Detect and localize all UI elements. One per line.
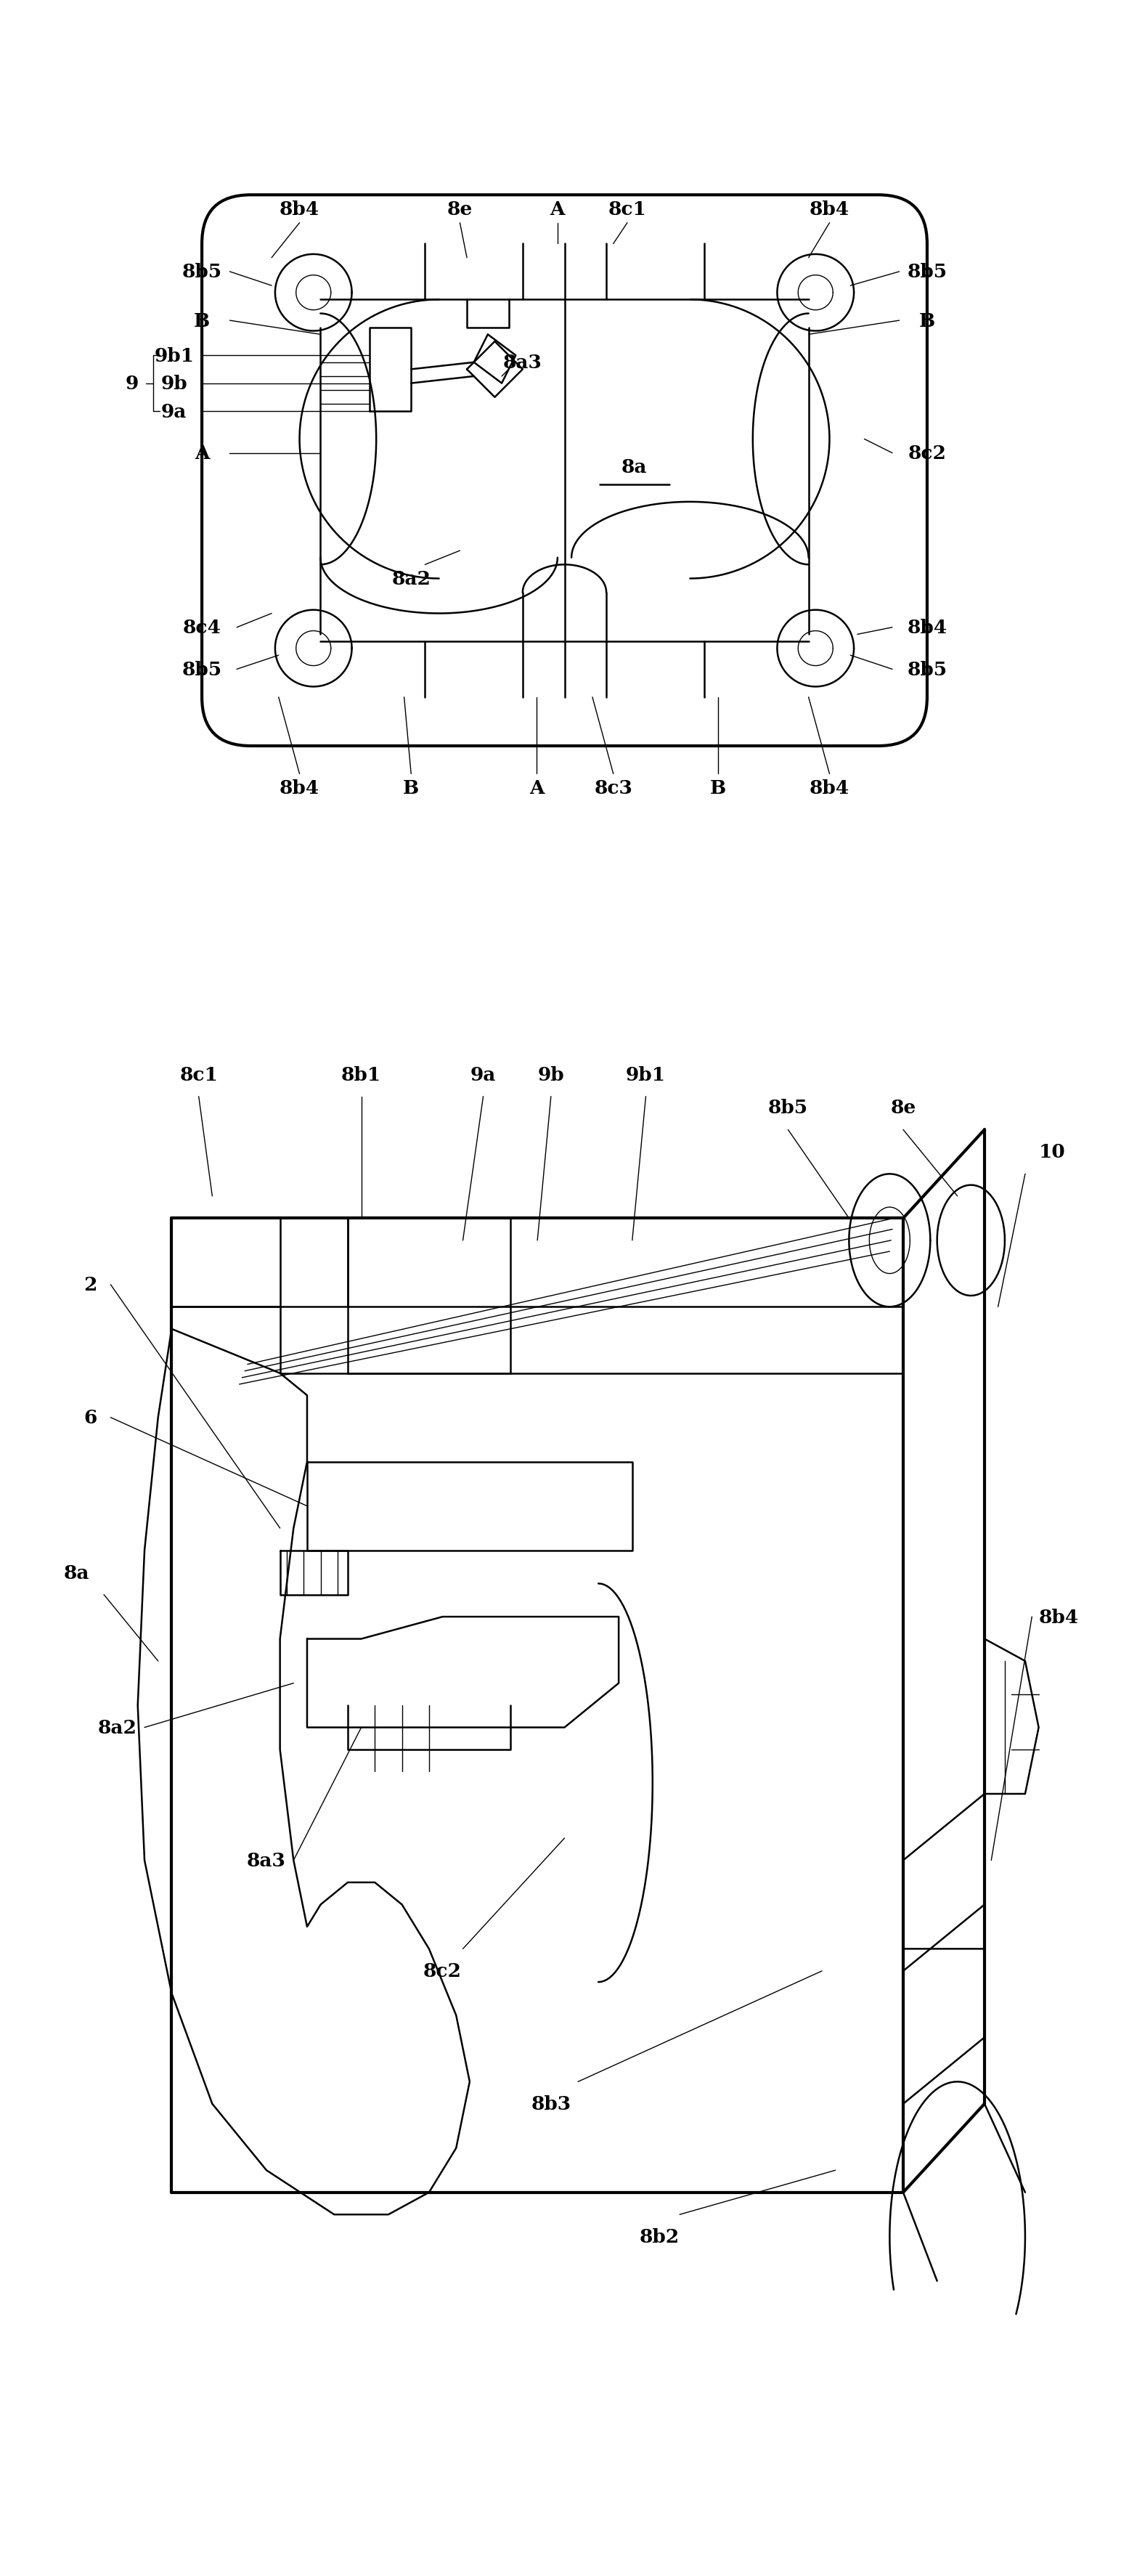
Text: 8a3: 8a3 — [504, 353, 542, 371]
Text: 8c1: 8c1 — [609, 201, 647, 219]
Text: 8a2: 8a2 — [392, 569, 430, 587]
Text: 8b5: 8b5 — [182, 263, 222, 281]
Text: 9: 9 — [125, 374, 139, 394]
Text: 8a3: 8a3 — [247, 1852, 286, 1870]
Text: 8b4: 8b4 — [809, 778, 849, 799]
Text: 2: 2 — [84, 1275, 97, 1293]
Text: 8b2: 8b2 — [639, 2228, 680, 2246]
Text: B: B — [403, 778, 419, 799]
Text: 8e: 8e — [447, 201, 473, 219]
Text: 8b4: 8b4 — [280, 201, 320, 219]
Text: 8b5: 8b5 — [182, 659, 222, 677]
Text: 8b4: 8b4 — [907, 618, 947, 636]
Text: 8c3: 8c3 — [594, 778, 632, 799]
Text: 8b5: 8b5 — [768, 1100, 808, 1118]
Text: 8b4: 8b4 — [809, 201, 849, 219]
Text: 8b4: 8b4 — [1039, 1607, 1079, 1625]
Text: 8a: 8a — [64, 1564, 89, 1582]
Text: A: A — [550, 201, 564, 219]
Text: B: B — [919, 312, 935, 330]
Text: B: B — [194, 312, 210, 330]
Text: 8b5: 8b5 — [907, 659, 947, 677]
Text: 6: 6 — [84, 1409, 97, 1427]
Text: 8c1: 8c1 — [180, 1066, 218, 1084]
Text: 9b: 9b — [160, 374, 187, 394]
Text: A: A — [194, 446, 209, 464]
Text: 9a: 9a — [471, 1066, 496, 1084]
Text: 9a: 9a — [161, 402, 186, 420]
Text: 8a: 8a — [621, 459, 647, 477]
Text: B: B — [710, 778, 726, 799]
Text: 9b1: 9b1 — [154, 348, 194, 366]
Text: 8b5: 8b5 — [907, 263, 947, 281]
Text: A: A — [530, 778, 544, 799]
Text: 8b1: 8b1 — [341, 1066, 382, 1084]
Text: 8b3: 8b3 — [531, 2094, 571, 2112]
Text: 9b: 9b — [537, 1066, 564, 1084]
Text: 8a2: 8a2 — [98, 1718, 137, 1736]
Text: 8e: 8e — [891, 1100, 916, 1118]
Text: 8c2: 8c2 — [423, 1963, 462, 1981]
Text: 9b1: 9b1 — [625, 1066, 666, 1084]
Text: 10: 10 — [1039, 1144, 1066, 1162]
Text: 8c4: 8c4 — [183, 618, 221, 636]
Text: 8b4: 8b4 — [280, 778, 320, 799]
Text: 8c2: 8c2 — [908, 446, 946, 464]
